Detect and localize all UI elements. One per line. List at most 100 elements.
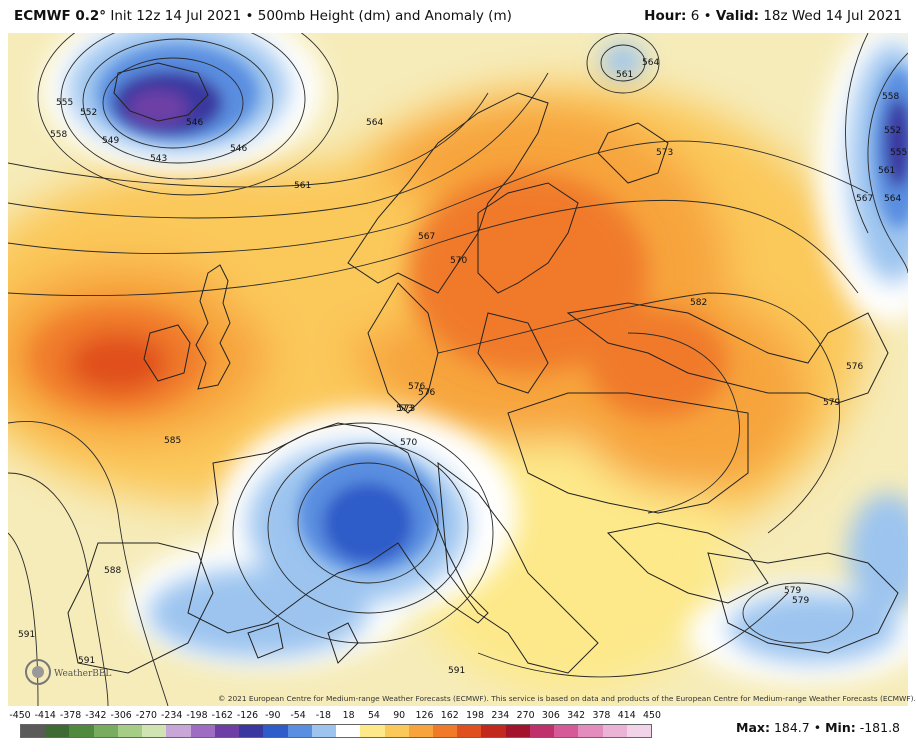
colorbar-swatch bbox=[214, 725, 240, 737]
weatherbell-logo: WeatherBELL bbox=[24, 652, 117, 692]
contour-label: 582 bbox=[690, 298, 707, 308]
max-value: 184.7 bbox=[773, 720, 810, 735]
contour-label: 570 bbox=[450, 256, 467, 266]
contour-label: 579 bbox=[823, 398, 840, 408]
valid-separator: • bbox=[703, 8, 712, 24]
valid-value: 18z Wed 14 Jul 2021 bbox=[763, 8, 902, 24]
map-header: ECMWF 0.2° Init 12z 14 Jul 2021 • 500mb … bbox=[0, 0, 916, 33]
contour-label: 576 bbox=[418, 388, 435, 398]
colorbar-swatch bbox=[142, 725, 167, 737]
colorbar-swatch bbox=[408, 725, 433, 737]
colorbar-swatch bbox=[166, 725, 191, 737]
colorbar-swatch bbox=[336, 725, 361, 737]
colorbar-tick-label: -414 bbox=[34, 710, 56, 721]
contour-label: 579 bbox=[784, 586, 801, 596]
colorbar-tick-label: 126 bbox=[415, 710, 434, 721]
colorbar-tick-label: -234 bbox=[161, 710, 183, 721]
maxmin-separator: • bbox=[813, 720, 822, 735]
contour-label: 591 bbox=[18, 630, 35, 640]
colorbar-swatch bbox=[384, 725, 409, 737]
colorbar-tick-label: -342 bbox=[85, 710, 107, 721]
colorbar-tick-label: 234 bbox=[491, 710, 510, 721]
contour-label: 561 bbox=[294, 181, 311, 191]
colorbar-swatch bbox=[505, 725, 530, 737]
colorbar-swatch bbox=[21, 725, 46, 737]
colorbar-tick-label: 270 bbox=[516, 710, 535, 721]
contour-label: 555 bbox=[890, 148, 907, 158]
contour-label: 549 bbox=[102, 136, 119, 146]
colorbar-swatch bbox=[287, 725, 312, 737]
colorbar-swatch bbox=[239, 725, 264, 737]
colorbar-tick-label: -378 bbox=[59, 710, 82, 721]
colorbar-swatch bbox=[311, 725, 337, 737]
colorbar-tick-label: -18 bbox=[315, 710, 332, 721]
coastlines-borders bbox=[67, 62, 899, 674]
valid-label: Valid: bbox=[715, 8, 760, 24]
colorbar: -450 -414 -378 -342 -306 -270 -234 -198 -162 -126… bbox=[0, 708, 916, 752]
min-label: Min: bbox=[825, 720, 856, 735]
colorbar-swatch bbox=[117, 725, 143, 737]
colorbar-swatch bbox=[190, 725, 215, 737]
colorbar-tick-label: 378 bbox=[592, 710, 611, 721]
contour-label: 570 bbox=[400, 438, 417, 448]
colorbar-swatch bbox=[457, 725, 482, 737]
init-time: Init 12z 14 Jul 2021 bbox=[110, 8, 242, 24]
colorbar-swatch bbox=[602, 725, 627, 737]
contour-label: 573 bbox=[398, 404, 415, 414]
colorbar-tick-label: -162 bbox=[211, 710, 233, 721]
colorbar-swatches bbox=[20, 724, 652, 738]
map-title: ECMWF 0.2° Init 12z 14 Jul 2021 • 500mb … bbox=[14, 8, 512, 24]
hour-value: 6 bbox=[690, 8, 700, 24]
contour-label: 579 bbox=[792, 596, 809, 606]
colorbar-swatch bbox=[432, 725, 458, 737]
colorbar-tick-label: 306 bbox=[541, 710, 560, 721]
colorbar-tick-labels: -450 -414 -378 -342 -306 -270 -234 -198 -162 -126… bbox=[9, 710, 661, 724]
colorbar-tick-label: -90 bbox=[265, 710, 281, 721]
hour-label: Hour: bbox=[644, 8, 687, 24]
contour-label: 564 bbox=[366, 118, 383, 128]
contour-label: 561 bbox=[878, 166, 895, 176]
colorbar-swatch bbox=[360, 725, 385, 737]
logo-text: WeatherBELL bbox=[54, 669, 112, 679]
anomaly-shading bbox=[8, 33, 908, 706]
contour-label: 552 bbox=[884, 126, 901, 136]
anomaly-map: 555 552 549 558 546 543 546 561 564 567 … bbox=[8, 33, 908, 706]
contour-label: 561 bbox=[616, 70, 633, 80]
contour-label: 558 bbox=[50, 130, 67, 140]
contour-label: 564 bbox=[884, 194, 901, 204]
map-canvas: 555 552 549 558 546 543 546 561 564 567 … bbox=[8, 33, 908, 706]
colorbar-tick-label: 54 bbox=[367, 710, 380, 721]
height-contours bbox=[8, 33, 908, 706]
colorbar-tick-label: 198 bbox=[466, 710, 484, 721]
colorbar-tick-label: 414 bbox=[617, 710, 636, 721]
colorbar-tick-label: -126 bbox=[236, 710, 259, 721]
colorbar-swatch bbox=[529, 725, 555, 737]
contour-label: 591 bbox=[448, 666, 465, 676]
contour-label: 573 bbox=[396, 404, 413, 414]
colorbar-swatch bbox=[626, 725, 652, 737]
contour-label: 576 bbox=[408, 382, 425, 392]
field-name: 500mb Height (dm) and Anomaly (m) bbox=[257, 8, 512, 24]
colorbar-tick-label: 90 bbox=[393, 710, 406, 721]
copyright-notice: © 2021 European Centre for Medium-range … bbox=[218, 694, 916, 703]
colorbar-tick-label: -450 bbox=[9, 710, 31, 721]
contour-label: 588 bbox=[104, 566, 121, 576]
contour-label: 591 bbox=[78, 656, 95, 666]
colorbar-tick-label: -270 bbox=[135, 710, 158, 721]
colorbar-tick-label: -54 bbox=[290, 710, 306, 721]
colorbar-tick-label: 18 bbox=[342, 710, 355, 721]
colorbar-swatch bbox=[45, 725, 70, 737]
valid-time: Hour: 6 • Valid: 18z Wed 14 Jul 2021 bbox=[644, 8, 902, 24]
colorbar-tick-label: -198 bbox=[186, 710, 208, 721]
colorbar-swatch bbox=[481, 725, 506, 737]
colorbar-swatch bbox=[578, 725, 603, 737]
contour-label: 564 bbox=[642, 58, 659, 68]
contour-label: 552 bbox=[80, 108, 97, 118]
contour-label: 573 bbox=[656, 148, 673, 158]
max-min-readout: Max: 184.7 • Min: -181.8 bbox=[736, 720, 900, 735]
contour-label: 576 bbox=[846, 362, 863, 372]
contour-label: 546 bbox=[230, 144, 247, 154]
contour-label: 546 bbox=[186, 118, 203, 128]
colorbar-tick-label: -306 bbox=[110, 710, 132, 721]
colorbar-tick-label: 342 bbox=[567, 710, 586, 721]
